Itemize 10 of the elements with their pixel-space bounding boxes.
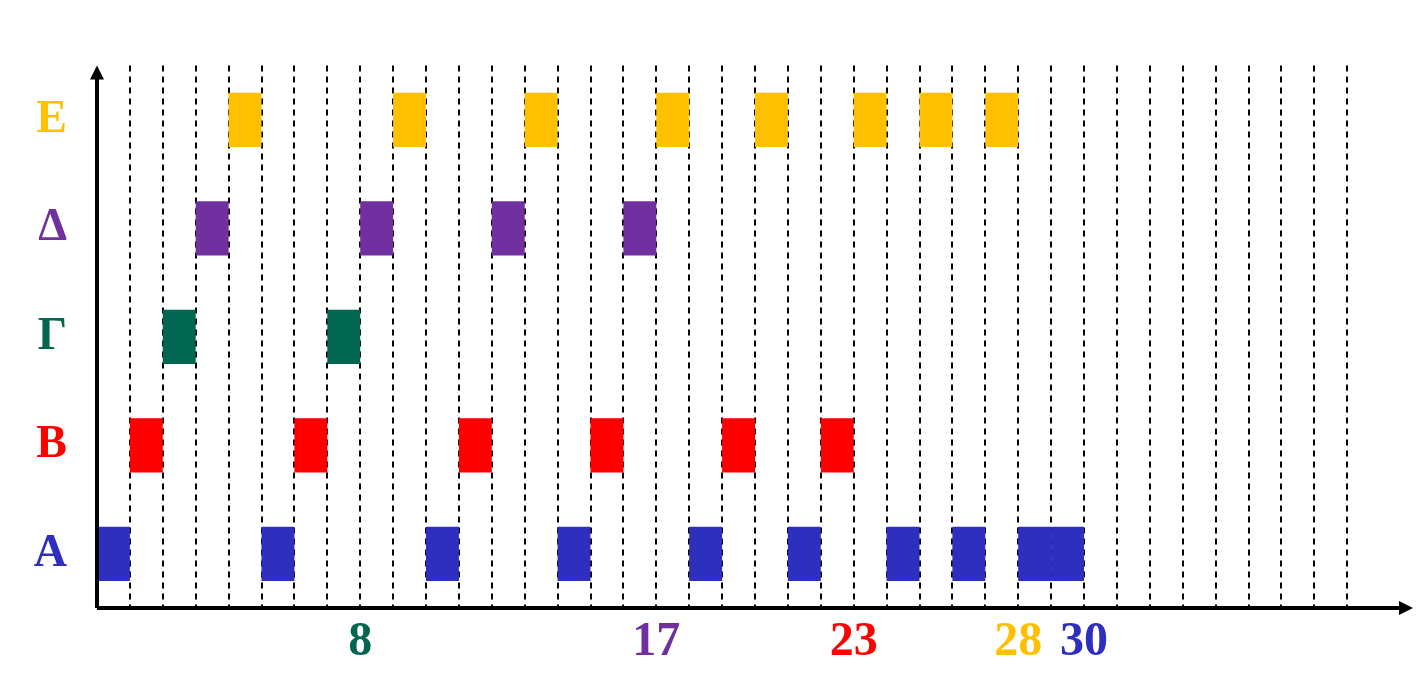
y-tick-label: Δ — [38, 199, 68, 251]
y-tick-label: Β — [36, 416, 67, 468]
x-tick-label: 8 — [348, 612, 373, 666]
y-tick-label: Γ — [37, 307, 67, 359]
y-tick-label: Α — [33, 524, 67, 576]
x-tick-label: 28 — [994, 612, 1043, 666]
x-tick-label: 30 — [1060, 612, 1108, 666]
x-tick-label: 17 — [632, 612, 681, 666]
y-tick-label: Ε — [36, 90, 67, 142]
x-tick-label: 23 — [829, 612, 878, 666]
